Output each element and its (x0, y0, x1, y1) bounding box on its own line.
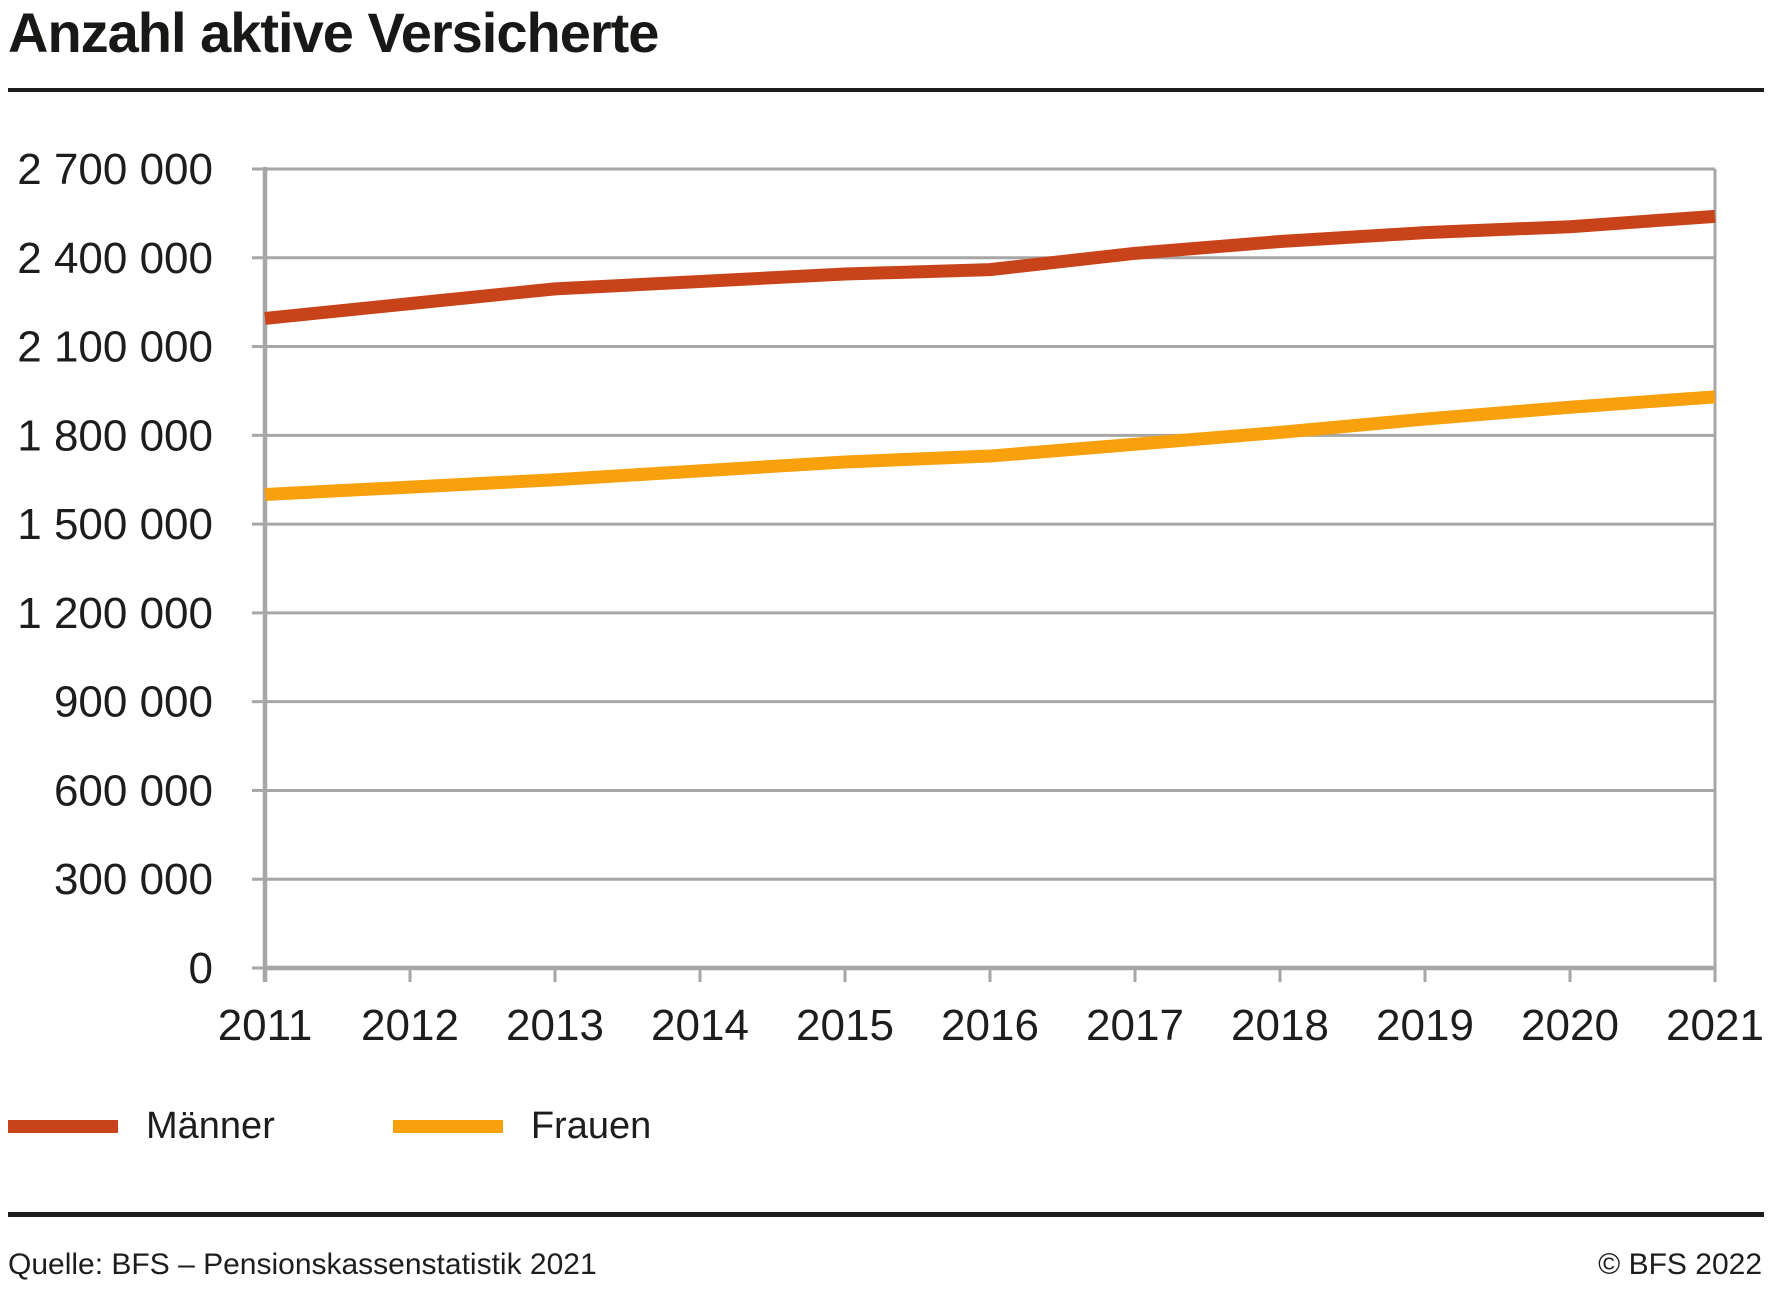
svg-text:2019: 2019 (1376, 1001, 1474, 1050)
svg-text:2020: 2020 (1521, 1001, 1619, 1050)
legend-item-maenner: Männer (8, 1105, 275, 1148)
legend: Männer Frauen (8, 1104, 651, 1148)
svg-text:2 400 000: 2 400 000 (17, 234, 213, 283)
svg-text:1 800 000: 1 800 000 (17, 411, 213, 460)
svg-text:2012: 2012 (361, 1001, 459, 1050)
svg-text:1 500 000: 1 500 000 (17, 500, 213, 549)
svg-text:2021: 2021 (1666, 1001, 1764, 1050)
legend-label-frauen: Frauen (530, 1104, 652, 1147)
footer: Quelle: BFS – Pensionskassenstatistik 20… (8, 1248, 1762, 1282)
series-line-männer (264, 209, 1716, 325)
legend-swatch-maenner (8, 1119, 118, 1133)
svg-text:2 700 000: 2 700 000 (17, 145, 213, 194)
svg-text:2016: 2016 (941, 1001, 1039, 1050)
svg-text:0: 0 (189, 944, 213, 993)
page-title: Anzahl aktive Versicherte (8, 1, 659, 64)
series-line-frauen (264, 390, 1716, 502)
copyright-text: © BFS 2022 (1598, 1248, 1762, 1281)
legend-label-maenner: Männer (146, 1104, 275, 1147)
axes (252, 167, 1717, 982)
line-chart: 0 300 000 600 000 900 000 1 200 000 1 500 000… (17, 145, 1764, 1050)
source-text: Quelle: BFS – Pensionskassenstatistik 20… (8, 1248, 597, 1281)
series-lines (264, 209, 1716, 502)
svg-text:2 100 000: 2 100 000 (17, 323, 213, 372)
title-rule (8, 88, 1764, 92)
svg-text:2018: 2018 (1231, 1001, 1329, 1050)
legend-item-frauen: Frauen (392, 1104, 652, 1148)
svg-text:900 000: 900 000 (54, 678, 213, 727)
svg-text:1 200 000: 1 200 000 (17, 589, 213, 638)
svg-text:2013: 2013 (506, 1001, 604, 1050)
gridlines (265, 167, 1715, 971)
svg-text:2014: 2014 (651, 1001, 749, 1050)
svg-text:2011: 2011 (218, 1001, 313, 1050)
footer-rule (8, 1212, 1764, 1217)
y-tick-labels: 0 300 000 600 000 900 000 1 200 000 1 500 000… (17, 145, 213, 993)
svg-text:300 000: 300 000 (54, 855, 213, 904)
legend-swatch-frauen (392, 1119, 503, 1133)
svg-text:2015: 2015 (796, 1001, 894, 1050)
svg-text:2017: 2017 (1086, 1001, 1184, 1050)
x-tick-labels: 2011 2012 2013 2014 2015 2016 2017 2018 2019 2020… (218, 1001, 1764, 1050)
svg-text:600 000: 600 000 (54, 766, 213, 815)
